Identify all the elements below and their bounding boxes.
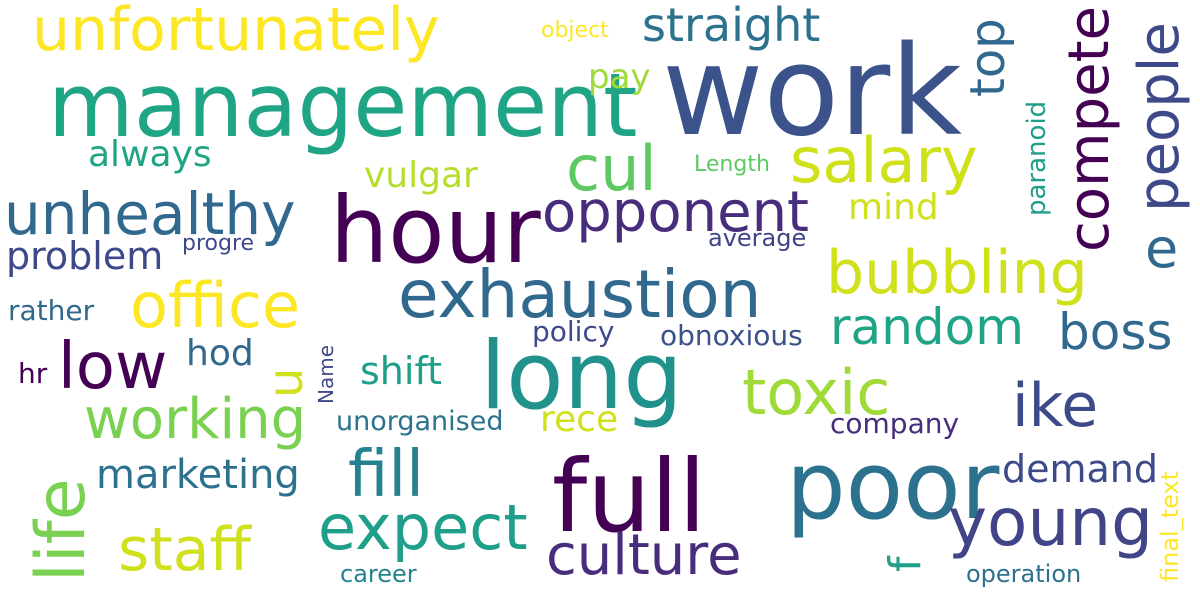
word-staff: staff [118, 515, 251, 585]
word-length: Length [694, 152, 770, 177]
word-average: average [708, 224, 807, 252]
word-expect: expect [318, 491, 528, 564]
word-always: always [88, 134, 212, 175]
word-pay: pay [588, 57, 651, 97]
word-progre: progre [182, 231, 255, 256]
word-marketing: marketing [96, 452, 300, 498]
word-vulgar: vulgar [364, 155, 478, 196]
word-people: people [1127, 22, 1192, 212]
word-hod: hod [186, 333, 254, 374]
word-shift: shift [360, 349, 443, 393]
word-mind: mind [848, 187, 939, 228]
word-working: working [84, 387, 307, 452]
word-obnoxious: obnoxious [660, 319, 803, 352]
word-hour: hour [330, 177, 541, 284]
word-young: young [948, 484, 1153, 561]
word-salary: salary [790, 124, 978, 197]
word-company: company [830, 407, 960, 440]
word-long: long [480, 322, 683, 431]
word-u: u [258, 367, 314, 398]
word-boss: boss [1058, 303, 1173, 361]
word-demand: demand [1002, 447, 1159, 491]
word-straight: straight [642, 0, 821, 52]
word-policy: policy [532, 315, 615, 348]
word-operation: operation [966, 560, 1082, 588]
word-life: life [22, 478, 101, 582]
word-career: career [340, 560, 417, 588]
word-problem: problem [6, 234, 164, 278]
word-management: management [48, 54, 638, 157]
word-random: random [830, 298, 1024, 356]
word-compete: compete [1057, 5, 1122, 252]
word-cul: cul [566, 132, 657, 205]
word-low: low [58, 330, 168, 404]
word-hr: hr [18, 357, 48, 390]
word-exhaustion: exhaustion [398, 256, 762, 333]
word-poor: poor [786, 432, 1000, 541]
word-opponent: opponent [542, 180, 810, 245]
word-top: top [960, 18, 1016, 97]
word-full: full [552, 438, 707, 555]
word-paranoid: paranoid [1022, 100, 1052, 216]
word-toxic: toxic [742, 356, 891, 429]
word-e: e [1145, 217, 1179, 280]
word-unhealthy: unhealthy [4, 180, 296, 248]
word-f: f [880, 556, 931, 573]
word-office: office [130, 269, 301, 342]
word-object: object [541, 18, 609, 43]
word-name: Name [314, 344, 338, 404]
word-rece: rece [540, 399, 619, 440]
word-rather: rather [8, 294, 95, 327]
word-bubbling: bubbling [826, 238, 1088, 308]
word-work: work [662, 20, 963, 164]
word-fill: fill [348, 438, 424, 512]
word-final-text: final_text [1156, 470, 1184, 582]
word-unorganised: unorganised [336, 406, 504, 437]
word-unfortunately: unfortunately [32, 0, 440, 65]
word-culture: culture [546, 523, 742, 588]
word-ike: ike [1012, 371, 1099, 441]
